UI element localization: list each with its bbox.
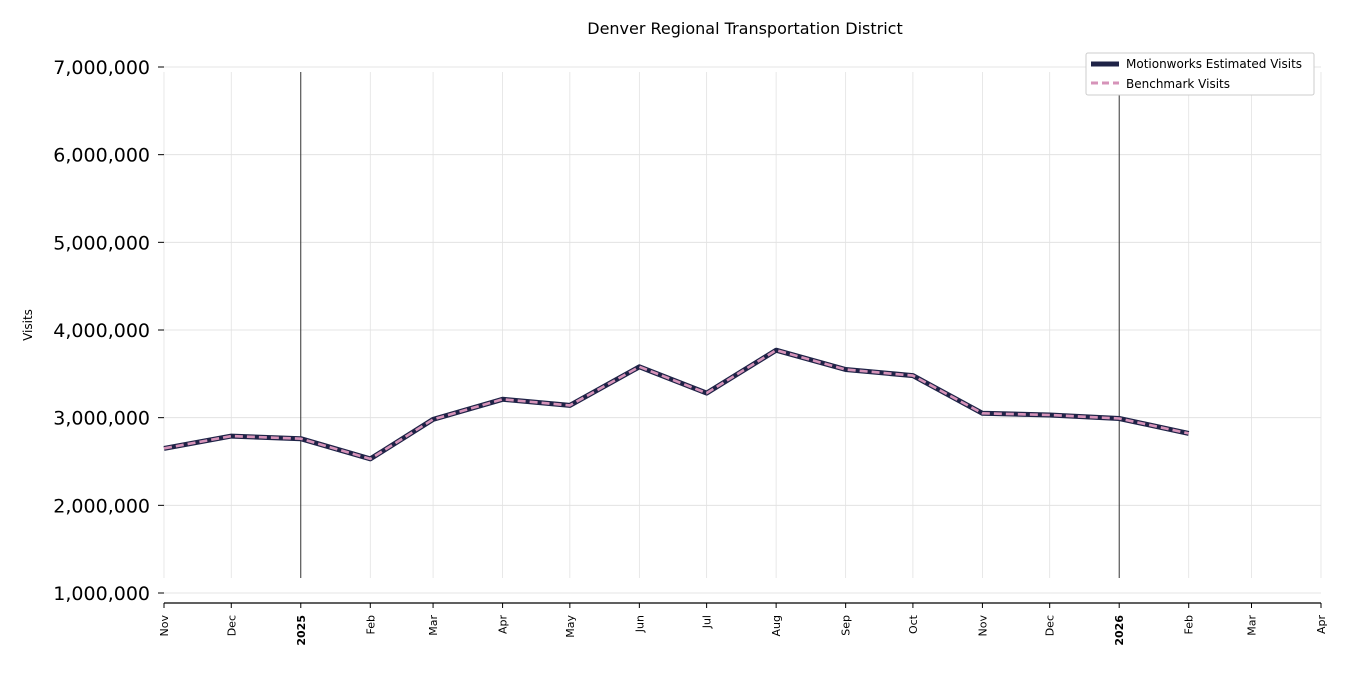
y-tick-label: 3,000,000 (53, 408, 150, 430)
y-tick-label: 5,000,000 (53, 232, 150, 254)
y-tick-label: 2,000,000 (53, 495, 150, 517)
x-tick-label: Jun (633, 615, 646, 633)
legend-label-benchmark: Benchmark Visits (1126, 77, 1230, 91)
legend-label-motionworks: Motionworks Estimated Visits (1126, 57, 1302, 71)
x-tick-label: Mar (427, 615, 440, 636)
legend-box (1085, 52, 1315, 96)
series-line-benchmark (163, 348, 1189, 461)
x-tick-label: Oct (907, 614, 920, 634)
x-tick-label: Apr (1315, 615, 1328, 635)
x-tick-label: Feb (1183, 615, 1196, 634)
series-layer (163, 347, 1190, 462)
x-tick-label: Sep (840, 615, 853, 636)
x-tick-label: Dec (1044, 615, 1057, 636)
x-tick-label: Dec (225, 615, 238, 636)
axis-layer: 1,000,000 2,000,000 3,000,000 4,000,000 5,00… (53, 57, 1328, 646)
x-tick-label: 2025 (295, 615, 308, 646)
x-tick-label: Mar (1245, 615, 1258, 636)
y-tick-label: 4,000,000 (53, 320, 150, 342)
chart-title: Denver Regional Transportation District (587, 19, 902, 38)
y-tick-label: 7,000,000 (53, 57, 150, 79)
grid-layer (163, 66, 1322, 594)
y-axis-label: Visits (21, 309, 35, 341)
x-tick-label: Apr (497, 615, 510, 635)
x-tick-label: Nov (158, 615, 171, 637)
x-tick-label: Nov (976, 615, 989, 637)
legend: Motionworks Estimated Visits Benchmark V… (1085, 52, 1315, 96)
y-tick-label: 6,000,000 (53, 145, 150, 167)
x-tick-label: Jul (701, 615, 714, 629)
x-tick-label: Feb (364, 615, 377, 634)
x-tick-label: Aug (770, 615, 783, 636)
x-tick-label: 2026 (1113, 615, 1126, 646)
year-marker-layer (300, 72, 1120, 578)
y-tick-label: 1,000,000 (53, 583, 150, 605)
series-line-motionworks (163, 347, 1190, 462)
x-tick-label: May (564, 615, 577, 638)
